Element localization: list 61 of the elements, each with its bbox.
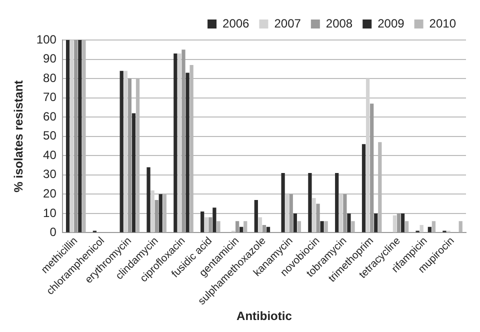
bar — [374, 213, 378, 232]
bar — [78, 40, 82, 232]
bar — [204, 217, 208, 232]
bar — [66, 40, 70, 232]
bar — [254, 200, 258, 232]
y-tick-label: 40 — [43, 148, 57, 162]
bar — [324, 221, 328, 232]
legend-label: 2008 — [326, 16, 353, 30]
bar — [174, 53, 178, 232]
legend-label: 2009 — [378, 16, 405, 30]
bar — [347, 213, 351, 232]
bar — [351, 221, 355, 232]
bar — [362, 144, 366, 232]
bar — [400, 213, 405, 232]
bar — [70, 40, 74, 232]
x-axis-title: Antibiotic — [236, 309, 292, 324]
y-tick-label: 0 — [50, 225, 57, 240]
bar — [244, 221, 248, 232]
y-tick-label: 70 — [43, 90, 57, 104]
bar — [320, 221, 324, 232]
bar — [458, 221, 462, 232]
bar — [281, 172, 285, 232]
bar — [124, 70, 128, 232]
y-tick-label: 80 — [43, 70, 57, 85]
bar — [132, 113, 136, 232]
bar — [258, 217, 262, 232]
bar — [285, 194, 289, 232]
bar — [432, 221, 436, 232]
bar — [428, 226, 432, 232]
y-tick-label: 90 — [43, 52, 57, 66]
legend-label: 2010 — [429, 16, 456, 30]
bar — [339, 194, 343, 232]
bar — [240, 226, 244, 232]
legend-label: 2007 — [274, 16, 302, 30]
y-axis-title: % isolates resistant — [12, 80, 26, 192]
bar — [266, 226, 270, 232]
bar — [212, 208, 216, 232]
bar — [186, 72, 190, 232]
y-tick-label: 100 — [36, 32, 57, 46]
bar — [178, 53, 182, 232]
bar — [308, 172, 312, 232]
y-tick-label: 30 — [43, 167, 57, 182]
bar — [150, 190, 154, 232]
bar — [312, 198, 316, 232]
bar — [420, 225, 424, 232]
bar — [120, 70, 124, 232]
bar — [158, 194, 162, 232]
bar — [404, 221, 409, 232]
bar — [392, 215, 397, 232]
bar — [335, 172, 339, 232]
y-tick-label: 20 — [43, 186, 57, 200]
bar — [297, 221, 302, 232]
y-tick-label: 60 — [43, 109, 57, 124]
bar — [146, 167, 150, 232]
bar — [293, 213, 297, 232]
y-tick-label: 50 — [43, 128, 57, 143]
bar — [366, 78, 370, 232]
bar — [200, 212, 204, 232]
legend-label: 2006 — [222, 16, 250, 30]
y-tick-label: 10 — [43, 206, 57, 220]
bar — [216, 221, 220, 232]
